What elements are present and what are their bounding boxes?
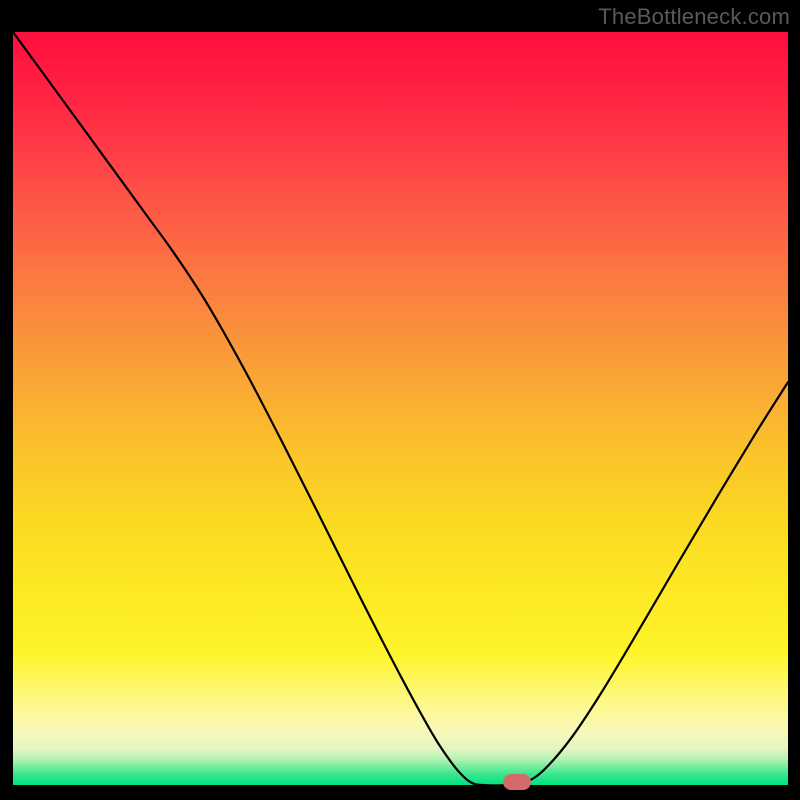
plot-area xyxy=(13,32,788,785)
watermark-text: TheBottleneck.com xyxy=(598,4,790,30)
optimal-point-marker xyxy=(503,774,531,790)
bottleneck-curve xyxy=(13,32,788,785)
chart-frame: TheBottleneck.com xyxy=(0,0,800,800)
